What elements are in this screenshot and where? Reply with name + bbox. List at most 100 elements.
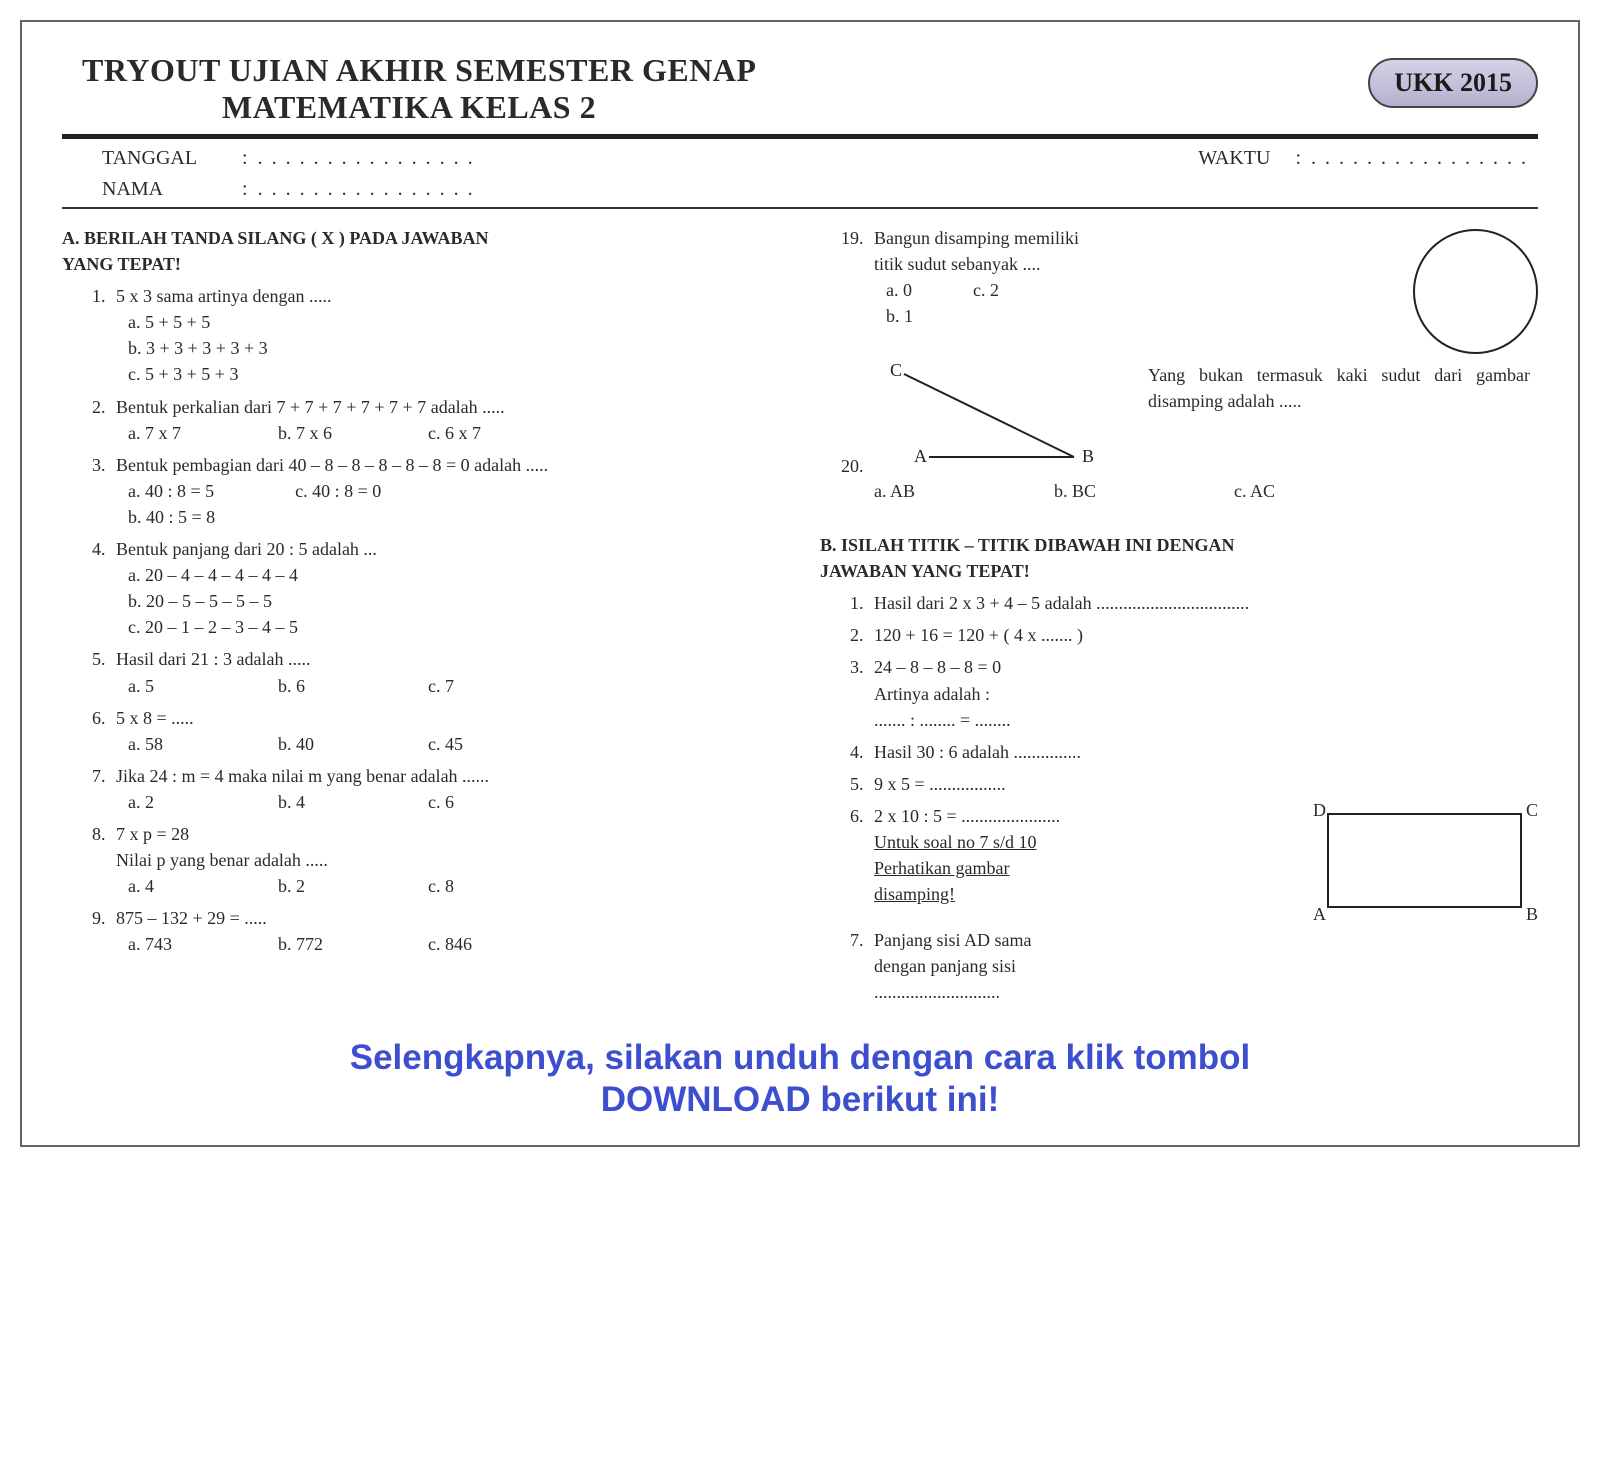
blank-nama: . . . . . . . . . . . . . . . .	[258, 178, 475, 201]
b-q5: 9 x 5 = .................	[868, 771, 1538, 797]
q6-text: 5 x 8 = .....	[116, 705, 780, 731]
q1: 5 x 3 sama artinya dengan ..... a. 5 + 5…	[110, 283, 780, 387]
q19-b: b. 1	[886, 303, 913, 329]
q6-b: b. 40	[278, 731, 368, 757]
exam-badge: UKK 2015	[1368, 58, 1538, 108]
q7-text: Jika 24 : m = 4 maka nilai m yang benar …	[116, 763, 780, 789]
meta-nama: NAMA : . . . . . . . . . . . . . . . .	[102, 178, 475, 201]
b-note-1: Untuk soal no 7 s/d 10	[874, 832, 1037, 852]
blank-waktu: . . . . . . . . . . . . . . . .	[1311, 147, 1528, 170]
q6-c: c. 45	[428, 731, 518, 757]
b-q2: 120 + 16 = 120 + ( 4 x ....... )	[868, 622, 1538, 648]
q2-c: c. 6 x 7	[428, 420, 518, 446]
b-q3-1: 24 – 8 – 8 – 8 = 0	[874, 654, 1538, 680]
b-note-3: disamping!	[874, 884, 955, 904]
meta-row-1: TANGGAL : . . . . . . . . . . . . . . . …	[62, 143, 1538, 174]
q20-b: b. BC	[1054, 478, 1144, 504]
b-q7-2: dengan panjang sisi	[874, 953, 1538, 979]
b-q3: 24 – 8 – 8 – 8 = 0 Artinya adalah : ....…	[868, 654, 1538, 732]
q1-text: 5 x 3 sama artinya dengan .....	[116, 283, 780, 309]
blank-tanggal: . . . . . . . . . . . . . . . .	[258, 147, 475, 170]
label-a: A	[914, 446, 927, 466]
q6: 5 x 8 = ..... a. 58 b. 40 c. 45	[110, 705, 780, 757]
q3-a: a. 40 : 8 = 5	[128, 478, 215, 504]
title-block: TRYOUT UJIAN AKHIR SEMESTER GENAP MATEMA…	[62, 52, 756, 126]
label-c: C	[890, 360, 902, 380]
section-b-head-1: B. ISILAH TITIK – TITIK DIBAWAH INI DENG…	[820, 532, 1538, 558]
b-q4: Hasil 30 : 6 adalah ...............	[868, 739, 1538, 765]
q20-c: c. AC	[1234, 478, 1324, 504]
q19-c: c. 2	[973, 277, 999, 303]
q2-b: b. 7 x 6	[278, 420, 368, 446]
b-q7-3: ............................	[874, 979, 1538, 1005]
colon: :	[242, 178, 248, 201]
cta-line-1: Selengkapnya, silakan unduh dengan cara …	[62, 1037, 1538, 1079]
section-a-head-1: A. BERILAH TANDA SILANG ( X ) PADA JAWAB…	[62, 225, 780, 251]
q20-side-text: Yang bukan termasuk kaki sudut dari gamb…	[1148, 362, 1538, 414]
corner-a: A	[1313, 901, 1326, 927]
colon: :	[242, 147, 248, 170]
b-text-col: 2 x 10 : 5 = ...................... Untu…	[874, 803, 1293, 907]
q7: Jika 24 : m = 4 maka nilai m yang benar …	[110, 763, 780, 815]
corner-b: B	[1526, 901, 1538, 927]
q5-text: Hasil dari 21 : 3 adalah .....	[116, 646, 780, 672]
label-waktu: WAKTU	[1198, 147, 1270, 170]
q1-a: a. 5 + 5 + 5	[128, 309, 780, 335]
corner-c: C	[1526, 797, 1538, 823]
q3-text: Bentuk pembagian dari 40 – 8 – 8 – 8 – 8…	[116, 452, 780, 478]
q6-a: a. 58	[128, 731, 218, 757]
b-q1: Hasil dari 2 x 3 + 4 – 5 adalah ........…	[868, 590, 1538, 616]
meta-waktu: WAKTU : . . . . . . . . . . . . . . . .	[1198, 147, 1528, 170]
title-line-2: MATEMATIKA KELAS 2	[82, 89, 756, 126]
q5: Hasil dari 21 : 3 adalah ..... a. 5 b. 6…	[110, 646, 780, 698]
b-note-2: Perhatikan gambar	[874, 858, 1009, 878]
q19-text-2: titik sudut sebanyak ....	[874, 251, 1393, 277]
b-q7-1: Panjang sisi AD sama	[874, 927, 1538, 953]
section-b-head-2: JAWABAN YANG TEPAT!	[820, 558, 1538, 584]
q2-a: a. 7 x 7	[128, 420, 218, 446]
q8-a: a. 4	[128, 873, 218, 899]
q9-text: 875 – 132 + 29 = .....	[116, 905, 780, 931]
q2-text: Bentuk perkalian dari 7 + 7 + 7 + 7 + 7 …	[116, 394, 780, 420]
q1-c: c. 5 + 3 + 5 + 3	[128, 361, 780, 387]
b-q6: 2 x 10 : 5 = ...................... Untu…	[868, 803, 1538, 921]
q9-c: c. 846	[428, 931, 518, 957]
q4-b: b. 20 – 5 – 5 – 5 – 5	[128, 588, 780, 614]
q8-text-1: 7 x p = 28	[116, 821, 780, 847]
section-b-head: B. ISILAH TITIK – TITIK DIBAWAH INI DENG…	[820, 532, 1538, 584]
q1-b: b. 3 + 3 + 3 + 3 + 3	[128, 335, 780, 361]
q4: Bentuk panjang dari 20 : 5 adalah ... a.…	[110, 536, 780, 640]
q5-a: a. 5	[128, 673, 218, 699]
q20: C A B Yang bukan termasuk kaki sudut dar…	[868, 362, 1538, 504]
label-nama: NAMA	[102, 178, 232, 201]
title-line-1: TRYOUT UJIAN AKHIR SEMESTER GENAP	[82, 52, 756, 89]
q3-b: b. 40 : 5 = 8	[128, 504, 215, 530]
q7-b: b. 4	[278, 789, 368, 815]
label-tanggal: TANGGAL	[102, 147, 232, 170]
content-columns: A. BERILAH TANDA SILANG ( X ) PADA JAWAB…	[62, 225, 1538, 1011]
q4-a: a. 20 – 4 – 4 – 4 – 4 – 4	[128, 562, 780, 588]
q4-c: c. 20 – 1 – 2 – 3 – 4 – 5	[128, 614, 780, 640]
q9-b: b. 772	[278, 931, 368, 957]
meta-row-2: NAMA : . . . . . . . . . . . . . . . .	[62, 174, 1538, 205]
q8-b: b. 2	[278, 873, 368, 899]
cta-line-2: DOWNLOAD berikut ini!	[62, 1079, 1538, 1121]
column-right: Bangun disamping memiliki titik sudut se…	[820, 225, 1538, 1011]
b-q3-2: Artinya adalah :	[874, 681, 1538, 707]
q8-text-2: Nilai p yang benar adalah .....	[116, 847, 780, 873]
circle-figure	[1413, 229, 1538, 354]
b-q3-3: ....... : ........ = ........	[874, 707, 1538, 733]
q19: Bangun disamping memiliki titik sudut se…	[868, 225, 1538, 354]
rectangle-figure: D C A B	[1313, 803, 1538, 921]
q3: Bentuk pembagian dari 40 – 8 – 8 – 8 – 8…	[110, 452, 780, 530]
q3-c: c. 40 : 8 = 0	[295, 478, 381, 504]
exam-page: TRYOUT UJIAN AKHIR SEMESTER GENAP MATEMA…	[20, 20, 1580, 1147]
q7-a: a. 2	[128, 789, 218, 815]
q2: Bentuk perkalian dari 7 + 7 + 7 + 7 + 7 …	[110, 394, 780, 446]
colon: :	[1295, 147, 1301, 170]
q19-text-1: Bangun disamping memiliki	[874, 225, 1393, 251]
q9: 875 – 132 + 29 = ..... a. 743 b. 772 c. …	[110, 905, 780, 957]
q5-c: c. 7	[428, 673, 518, 699]
corner-d: D	[1313, 797, 1326, 823]
q7-c: c. 6	[428, 789, 518, 815]
